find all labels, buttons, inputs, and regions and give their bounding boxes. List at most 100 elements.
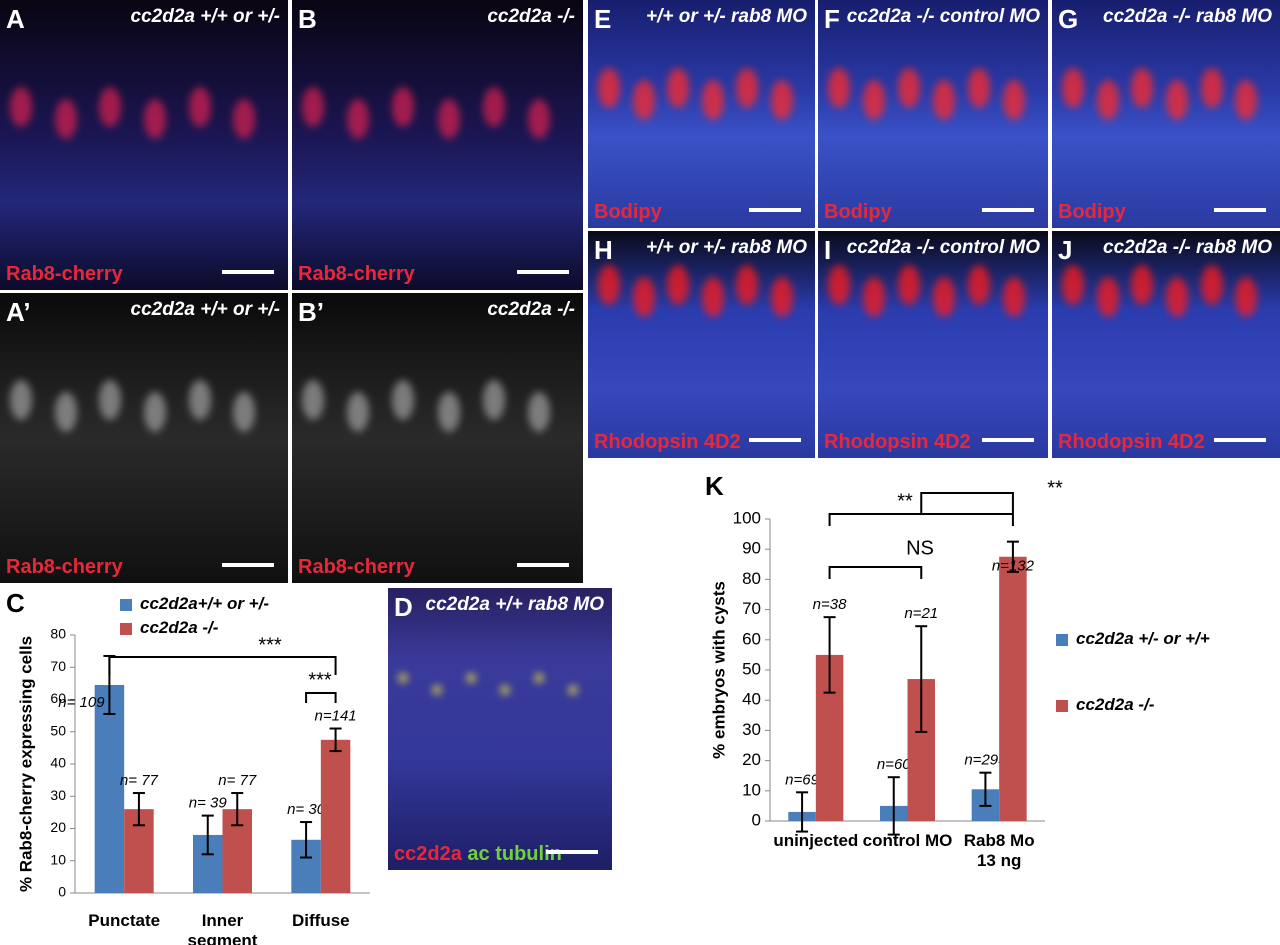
panel-letter: K [705,471,724,501]
significance-label: ** [897,490,913,512]
n-label: n=69 [785,771,819,788]
panel-letter: H [594,235,613,265]
cell-signal [736,265,758,306]
y-tick-label: 50 [50,722,66,738]
significance-label: NS [906,537,934,559]
panel-title: cc2d2a -/- control MO [846,237,1040,258]
y-axis-label: % Rab8-cherry expressing cells [16,636,35,892]
cell-signal [1166,277,1188,318]
y-tick-label: 80 [742,569,761,588]
bar [999,556,1027,821]
cell-signal [1062,265,1084,306]
legend-swatch [120,599,132,611]
n-label: n=21 [904,605,938,622]
panel-letter: E [594,4,612,34]
y-tick-label: 30 [742,720,761,739]
cell-signal [1096,80,1119,121]
micrograph: H +/+ or +/- rab8 MO Rhodopsin 4D2 [588,231,815,458]
panel-title: cc2d2a +/+ or +/- [130,6,280,27]
y-tick-label: 100 [733,508,761,527]
panel-letter: C [6,588,25,618]
y-tick-label: 30 [50,787,66,803]
cell-signal [144,99,166,139]
y-tick-label: 70 [50,658,66,674]
cell-signal [828,265,850,306]
panel-letter: A’ [6,297,31,327]
cell-signal [898,68,920,109]
y-tick-label: 20 [742,750,761,769]
cell-signal [1235,80,1258,121]
panel-letter: D [394,592,413,622]
cell-signal [99,380,122,420]
n-label: n= 30 [287,801,326,818]
panel-title: cc2d2a -/- control MO [846,6,1040,27]
n-label: n= 109 [58,694,105,711]
significance-label: *** [308,669,332,691]
scale-bar [749,438,801,442]
y-tick-label: 70 [742,599,761,618]
cell-signal [392,87,415,127]
y-tick-label: 50 [742,659,761,678]
cell-signal [1003,277,1025,318]
cell-signal [482,380,505,420]
y-tick-label: 0 [58,884,66,900]
x-tick-label: Inner segment [187,911,258,945]
cell-signal [933,277,955,318]
panel-title: cc2d2a -/- rab8 MO [1103,237,1272,258]
cell-signal [534,672,544,683]
cell-signal [10,87,32,127]
cell-signal [347,99,370,139]
cell-signal [828,68,850,109]
cell-signal [1235,277,1258,318]
cell-signal [1096,277,1119,318]
cell-signal [144,392,166,432]
x-tick-label: Diffuse [292,911,350,930]
panel-title: cc2d2a -/- [487,299,575,320]
cell-signal [188,380,211,420]
n-label: n= 77 [120,772,159,789]
cell-signal [598,265,620,306]
panel-label: Rab8-cherry [298,263,415,285]
significance-bracket [828,513,1014,526]
y-tick-label: 40 [742,690,761,709]
cell-signal [667,265,689,306]
cell-signal [482,87,505,127]
scale-bar [1214,438,1266,442]
n-label: n=38 [813,596,847,613]
y-tick-label: 20 [50,819,66,835]
y-tick-label: 90 [742,539,761,558]
scale-bar [749,208,801,212]
scale-bar [222,270,274,274]
panel-title: +/+ or +/- rab8 MO [645,237,807,258]
significance-label: *** [258,634,282,656]
panel-label: Rhodopsin 4D2 [1058,431,1205,453]
panel-label: Rhodopsin 4D2 [824,431,971,453]
significance-bracket [108,656,337,675]
panel-label: Bodipy [594,201,662,223]
panel-label: Rab8-cherry [6,556,123,578]
bar [94,684,125,893]
cell-signal [770,80,793,121]
n-label: n=293 [964,752,1007,769]
cell-signal [701,80,724,121]
panel-title: cc2d2a -/- rab8 MO [1103,6,1272,27]
scale-bar [1214,208,1266,212]
panel-label: ac tubulin [467,843,562,865]
n-label: n=141 [315,707,357,724]
scale-bar [222,563,274,567]
panel-letter: G [1058,4,1079,34]
cell-signal [54,99,77,139]
panel-label: Rab8-cherry [298,556,415,578]
cell-signal [632,277,655,318]
micrograph: B’ cc2d2a -/- Rab8-cherry [292,293,583,583]
scale-bar [517,563,569,567]
cell-signal [1131,265,1154,306]
panel-letter: A [6,4,25,34]
legend-swatch [1056,634,1068,646]
cell-signal [527,99,550,139]
